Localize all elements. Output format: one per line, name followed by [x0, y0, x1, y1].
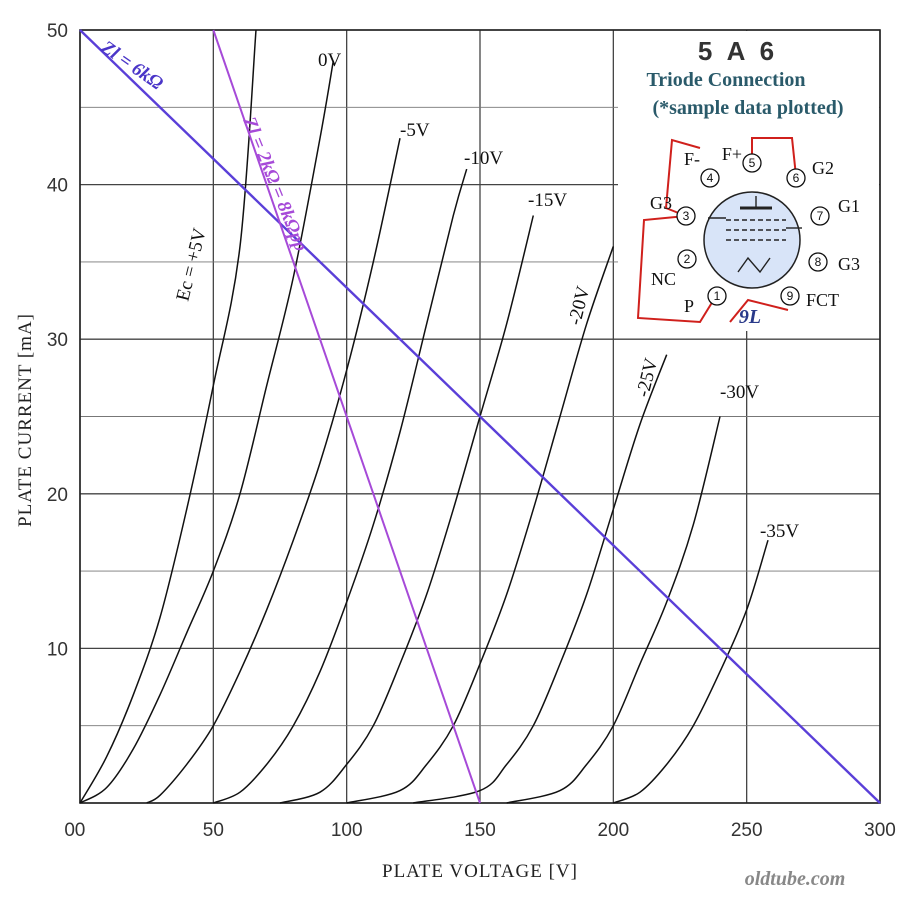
y-tick-label: 40: [47, 176, 68, 197]
wire-fct: [729, 298, 789, 323]
y-tick-label: 50: [47, 21, 68, 42]
x-tick-label: 0: [75, 820, 86, 841]
pin-7-label: G1: [838, 196, 860, 216]
curve-label-minus30v: -30V: [720, 382, 759, 403]
pin-3-label: G3: [650, 193, 672, 213]
tube-inset: 5 A 6 Triode Connection (*sample data pl…: [618, 31, 879, 331]
plate-curve-5: [346, 246, 615, 804]
x-tick-label: 200: [597, 820, 629, 841]
plate-curve-6: [413, 354, 668, 804]
plate-curve-2: [146, 138, 401, 804]
x-tick-label: 150: [464, 820, 496, 841]
y-axis-title: PLATE CURRENT [mA]: [15, 313, 36, 527]
pin-4-number: 4: [707, 171, 714, 185]
load-lines: [79, 29, 881, 804]
pin-8-label: G3: [838, 254, 860, 274]
y-tick-label: 30: [47, 330, 68, 351]
wire-g3-f: [664, 138, 701, 217]
x-axis-title: PLATE VOLTAGE [V]: [382, 861, 578, 882]
plate-curve-8: [613, 539, 769, 804]
pin-2-number: 2: [684, 252, 691, 266]
pin-1-number: 1: [714, 289, 721, 303]
curve-label-minus35v: -35V: [760, 521, 799, 542]
pin-5-circle: [742, 153, 762, 173]
y-tick-labels: 0 10 20 30 40 50: [47, 21, 75, 841]
curve-label-minus15v: -15V: [528, 190, 567, 211]
tube-pins: 1 P 2 NC 3 G3 4 F- 5 F+ 6 G2 7 G1 8 G3 9 FCT: [650, 144, 860, 316]
inset-title: 5 A 6: [698, 36, 778, 66]
pin-3-number: 3: [683, 209, 690, 223]
x-tick-label: 250: [731, 820, 763, 841]
x-tick-label: 300: [864, 820, 896, 841]
pin-3-circle: [676, 206, 696, 226]
pin-4-label: F-: [684, 149, 700, 169]
curve-label-0v: 0V: [318, 50, 342, 71]
y-tick-label: 0: [64, 820, 75, 841]
pin-5-number: 5: [749, 156, 756, 170]
x-tick-label: 100: [331, 820, 363, 841]
pin-2-label: NC: [651, 269, 676, 289]
wire-f-g2: [751, 137, 797, 177]
plate-curve-3: [213, 168, 468, 804]
pin-6-number: 6: [793, 171, 800, 185]
plate-curve-0: [79, 29, 257, 804]
curve-label-minus10v: -10V: [464, 148, 503, 169]
tube-electrodes: [708, 196, 802, 274]
pin-6-circle: [786, 168, 806, 188]
inset-subtitle-2: (*sample data plotted): [652, 97, 843, 119]
wire-g3-plate: [636, 215, 717, 324]
pin-9-circle: [780, 286, 800, 306]
pin-1-circle: [707, 286, 727, 306]
pin-9-number: 9: [787, 289, 794, 303]
pin-6-label: G2: [812, 158, 834, 178]
pin-9-label: FCT: [806, 290, 839, 310]
y-tick-label: 10: [47, 639, 68, 660]
load-line-1: [212, 29, 481, 804]
inset-subtitle-1: Triode Connection: [646, 69, 805, 91]
curve-label-minus5v: -5V: [400, 120, 430, 141]
pin-8-circle: [808, 252, 828, 272]
watermark: oldtube.com: [745, 868, 846, 890]
plate-curve-1: [79, 60, 335, 804]
pin-4-circle: [700, 168, 720, 188]
base-label: 9L: [739, 306, 761, 328]
pin-7-number: 7: [817, 209, 824, 223]
y-tick-label: 20: [47, 485, 68, 506]
load-line-0: [79, 29, 881, 804]
plate-curves: [79, 29, 769, 804]
pin-2-circle: [677, 249, 697, 269]
plate-curve-4: [279, 215, 535, 804]
x-tick-labels: 0 50 100 150 200 250 300: [75, 820, 896, 841]
pin-7-circle: [810, 206, 830, 226]
pin-1-label: P: [684, 296, 694, 316]
pin-5-label: F+: [722, 144, 742, 164]
pin-8-number: 8: [815, 255, 822, 269]
x-tick-label: 50: [203, 820, 224, 841]
plate-curve-7: [506, 416, 721, 804]
